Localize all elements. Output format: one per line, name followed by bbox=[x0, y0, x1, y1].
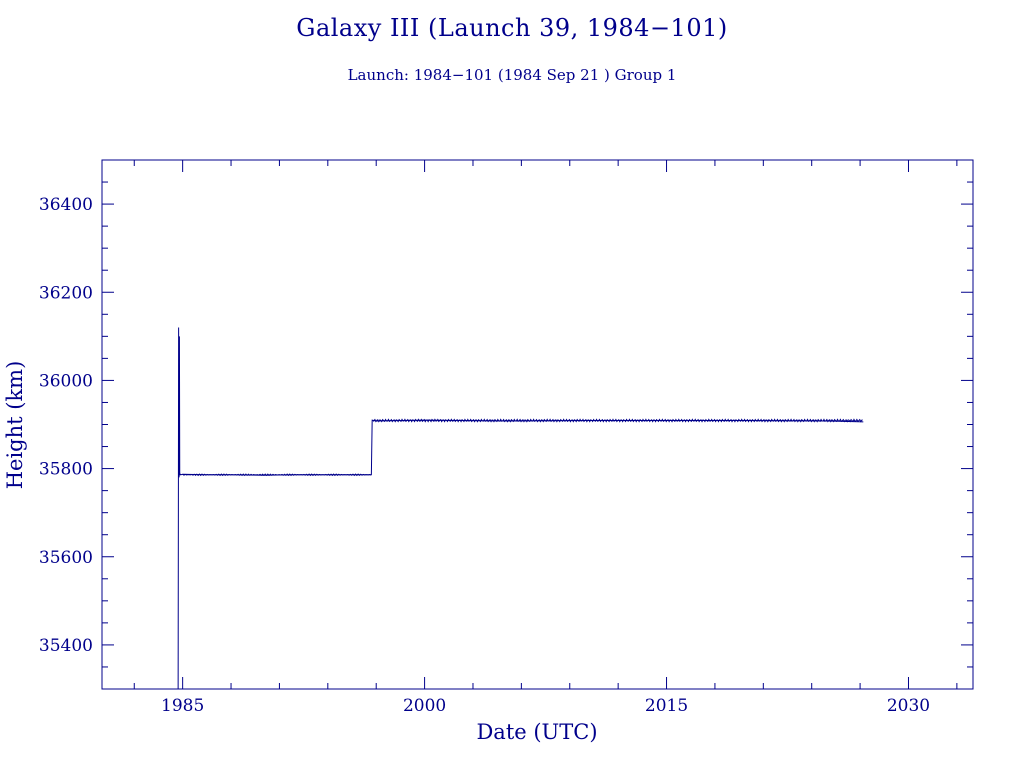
x-tick-label: 2015 bbox=[645, 696, 688, 716]
x-tick-label: 2000 bbox=[403, 696, 446, 716]
chart-title: Galaxy III (Launch 39, 1984−101) bbox=[296, 14, 728, 42]
x-tick-label: 2030 bbox=[887, 696, 930, 716]
x-tick-labels: 1985 2000 2015 2030 bbox=[161, 696, 930, 716]
y-tick-label: 35800 bbox=[39, 460, 93, 480]
plot-frame bbox=[101, 159, 974, 690]
x-tick-label: 1985 bbox=[161, 696, 204, 716]
y-tick-label: 36400 bbox=[39, 195, 93, 215]
height-series-oscillation bbox=[182, 418, 863, 477]
y-tick-label: 36200 bbox=[39, 283, 93, 303]
y-tick-label: 36000 bbox=[39, 371, 93, 391]
chart-subtitle: Launch: 1984−101 (1984 Sep 21 ) Group 1 bbox=[347, 66, 677, 84]
y-tick-label: 35600 bbox=[39, 548, 93, 568]
axis-ticks bbox=[102, 160, 973, 689]
x-axis-label: Date (UTC) bbox=[476, 720, 597, 744]
y-axis-label: Height (km) bbox=[3, 361, 27, 490]
y-tick-labels: 35400 35600 35800 36000 36200 36400 bbox=[39, 195, 93, 656]
height-series-line bbox=[177, 327, 864, 690]
y-tick-label: 35400 bbox=[39, 636, 93, 656]
